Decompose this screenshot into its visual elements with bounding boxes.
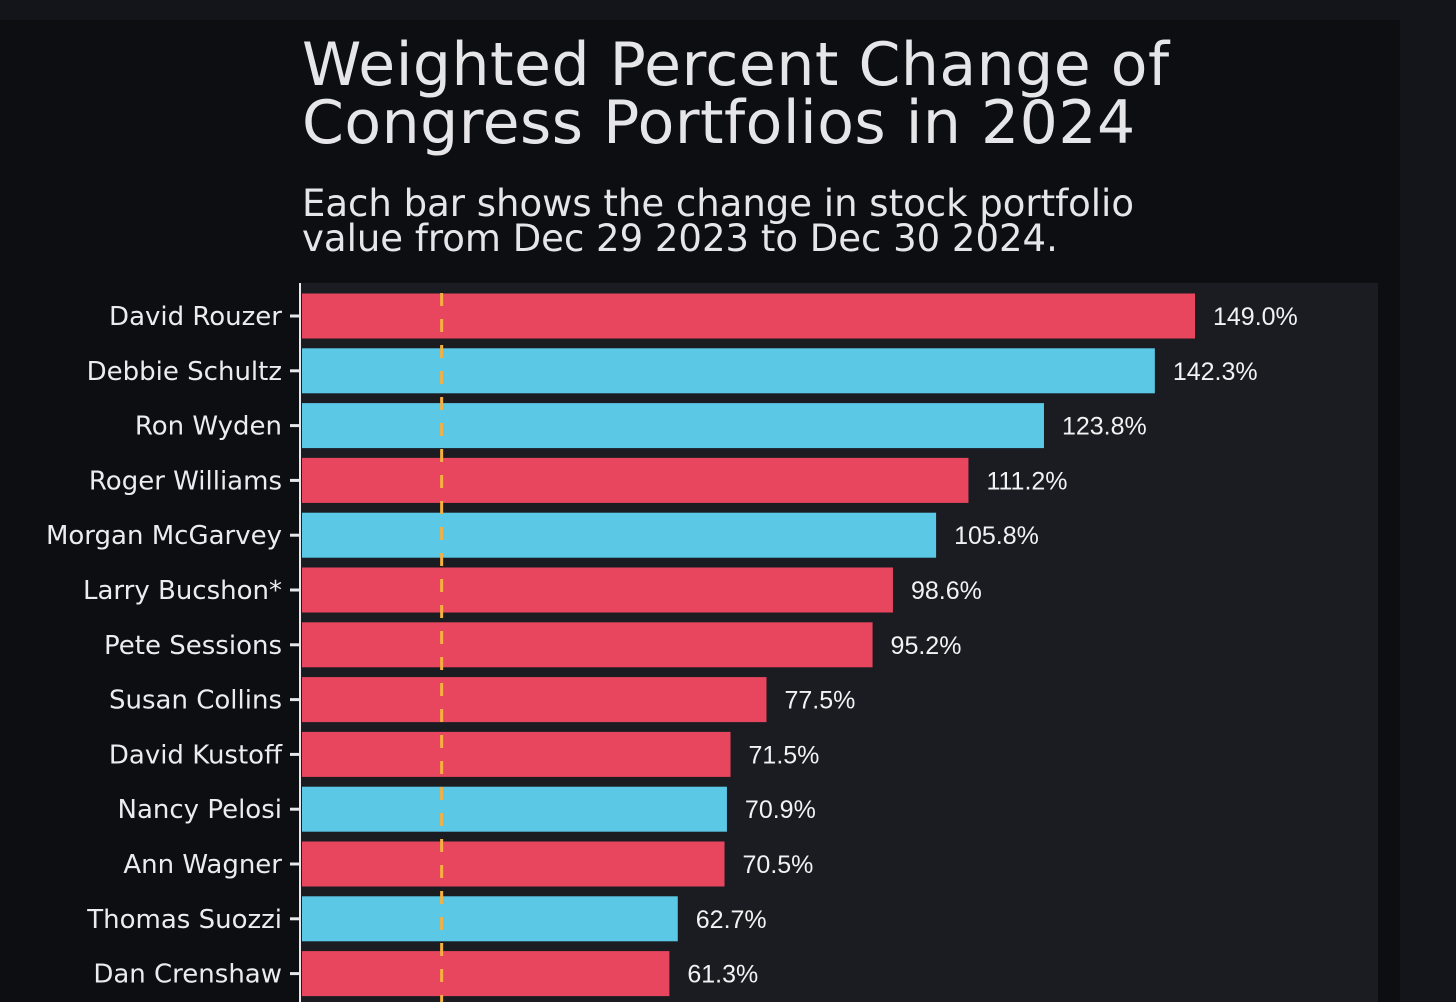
- chart-subtitle: Each bar shows the change in stock portf…: [302, 182, 1134, 260]
- bar-3: [302, 403, 1044, 449]
- category-label-8: Susan Collins: [109, 686, 282, 716]
- chart-subtitle-line-2: value from Dec 29 2023 to Dec 30 2024.: [302, 217, 1058, 260]
- bar-8: [302, 677, 767, 723]
- bar-5: [302, 512, 937, 558]
- category-label-2: Debbie Schultz: [87, 357, 282, 387]
- bar-7: [302, 622, 873, 668]
- category-label-7: Pete Sessions: [104, 631, 282, 661]
- bar-4: [302, 457, 969, 503]
- data-label-12: 62.7%: [696, 906, 767, 934]
- chart-subtitle-line-1: Each bar shows the change in stock portf…: [302, 182, 1134, 225]
- chart-title-line-2: Congress Portfolios in 2024: [302, 88, 1136, 158]
- data-label-7: 95.2%: [891, 632, 962, 660]
- category-label-6: Larry Bucshon*: [83, 576, 282, 606]
- bar-13: [302, 951, 670, 997]
- bar-11: [302, 841, 725, 887]
- bar-9: [302, 731, 731, 777]
- category-label-5: Morgan McGarvey: [46, 521, 282, 551]
- data-label-3: 123.8%: [1062, 413, 1147, 441]
- bar-12: [302, 896, 678, 942]
- data-label-10: 70.9%: [745, 796, 816, 824]
- chart-title: Weighted Percent Change of Congress Port…: [302, 30, 1170, 158]
- bar-2: [302, 348, 1155, 394]
- data-label-5: 105.8%: [954, 522, 1039, 550]
- data-label-11: 70.5%: [743, 851, 814, 879]
- bar-6: [302, 567, 893, 613]
- data-label-6: 98.6%: [911, 577, 982, 605]
- category-label-4: Roger Williams: [89, 466, 282, 496]
- data-label-2: 142.3%: [1173, 358, 1258, 386]
- data-label-8: 77.5%: [784, 687, 855, 715]
- category-label-10: Nancy Pelosi: [118, 795, 282, 825]
- category-label-11: Ann Wagner: [123, 850, 282, 880]
- category-label-3: Ron Wyden: [135, 412, 282, 442]
- chart-title-line-1: Weighted Percent Change of: [302, 30, 1170, 100]
- data-label-9: 71.5%: [749, 741, 820, 769]
- data-label-13: 61.3%: [687, 961, 758, 989]
- bar-10: [302, 786, 727, 832]
- category-label-13: Dan Crenshaw: [93, 960, 282, 990]
- category-label-9: David Kustoff: [109, 740, 283, 770]
- data-label-1: 149.0%: [1213, 303, 1298, 331]
- category-label-12: Thomas Suozzi: [86, 905, 282, 935]
- bar-1: [302, 293, 1195, 339]
- data-label-4: 111.2%: [986, 467, 1067, 495]
- category-label-1: David Rouzer: [109, 302, 282, 332]
